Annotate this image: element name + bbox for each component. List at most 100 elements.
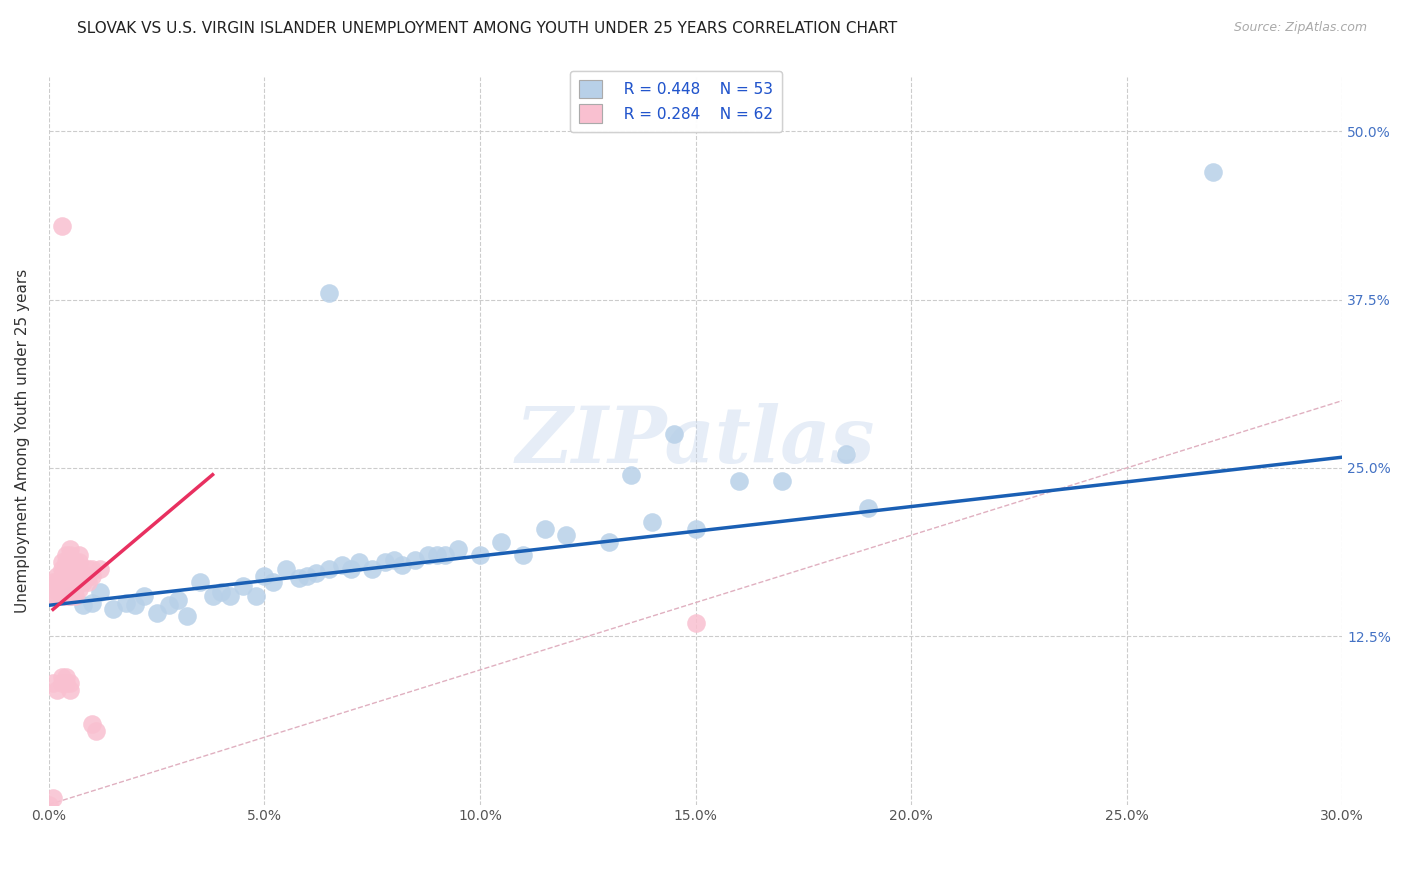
U.S. Virgin Islanders xyxy=(63,589,86,603)
U.S. Virgin Islanders xyxy=(51,555,73,569)
U.S. Virgin Islanders xyxy=(84,723,107,738)
Text: SLOVAK VS U.S. VIRGIN ISLANDER UNEMPLOYMENT AMONG YOUTH UNDER 25 YEARS CORRELATI: SLOVAK VS U.S. VIRGIN ISLANDER UNEMPLOYM… xyxy=(77,21,897,37)
Slovaks xyxy=(209,585,232,599)
U.S. Virgin Islanders xyxy=(76,568,98,582)
U.S. Virgin Islanders xyxy=(67,549,90,563)
U.S. Virgin Islanders xyxy=(55,568,77,582)
Slovaks xyxy=(262,575,284,590)
Slovaks xyxy=(727,475,749,489)
U.S. Virgin Islanders xyxy=(59,562,82,576)
U.S. Virgin Islanders xyxy=(63,582,86,596)
U.S. Virgin Islanders xyxy=(89,562,111,576)
Slovaks xyxy=(662,427,685,442)
U.S. Virgin Islanders xyxy=(76,562,98,576)
U.S. Virgin Islanders xyxy=(685,615,707,630)
U.S. Virgin Islanders xyxy=(42,575,65,590)
U.S. Virgin Islanders xyxy=(51,562,73,576)
Slovaks xyxy=(770,475,793,489)
Slovaks xyxy=(347,555,370,569)
U.S. Virgin Islanders xyxy=(51,676,73,690)
U.S. Virgin Islanders xyxy=(59,568,82,582)
U.S. Virgin Islanders xyxy=(42,676,65,690)
U.S. Virgin Islanders xyxy=(55,575,77,590)
Legend:   R = 0.448    N = 53,   R = 0.284    N = 62: R = 0.448 N = 53, R = 0.284 N = 62 xyxy=(569,70,782,132)
Slovaks xyxy=(318,562,340,576)
Slovaks xyxy=(1202,164,1225,178)
Slovaks xyxy=(641,515,664,529)
Slovaks xyxy=(176,609,198,624)
Y-axis label: Unemployment Among Youth under 25 years: Unemployment Among Youth under 25 years xyxy=(15,268,30,613)
U.S. Virgin Islanders xyxy=(51,670,73,684)
U.S. Virgin Islanders xyxy=(67,555,90,569)
U.S. Virgin Islanders xyxy=(63,562,86,576)
Text: ZIPatlas: ZIPatlas xyxy=(516,403,875,479)
Slovaks xyxy=(418,549,440,563)
Slovaks xyxy=(80,596,103,610)
U.S. Virgin Islanders xyxy=(51,219,73,233)
Slovaks xyxy=(89,585,111,599)
Slovaks xyxy=(167,593,190,607)
U.S. Virgin Islanders xyxy=(55,676,77,690)
Slovaks xyxy=(835,448,858,462)
Slovaks xyxy=(447,541,470,556)
U.S. Virgin Islanders xyxy=(55,670,77,684)
Slovaks xyxy=(159,599,181,613)
U.S. Virgin Islanders xyxy=(67,575,90,590)
Slovaks xyxy=(305,566,328,580)
U.S. Virgin Islanders xyxy=(55,549,77,563)
U.S. Virgin Islanders xyxy=(67,568,90,582)
Slovaks xyxy=(339,562,361,576)
U.S. Virgin Islanders xyxy=(80,716,103,731)
Slovaks xyxy=(201,589,224,603)
Slovaks xyxy=(512,549,534,563)
Slovaks xyxy=(318,285,340,300)
Slovaks xyxy=(59,589,82,603)
Slovaks xyxy=(685,522,707,536)
Slovaks xyxy=(555,528,578,542)
U.S. Virgin Islanders xyxy=(67,562,90,576)
Slovaks xyxy=(232,579,254,593)
Slovaks xyxy=(115,596,138,610)
Slovaks xyxy=(382,552,405,566)
Slovaks xyxy=(245,589,267,603)
Slovaks xyxy=(188,575,211,590)
U.S. Virgin Islanders xyxy=(46,589,69,603)
U.S. Virgin Islanders xyxy=(59,582,82,596)
U.S. Virgin Islanders xyxy=(46,582,69,596)
U.S. Virgin Islanders xyxy=(42,589,65,603)
U.S. Virgin Islanders xyxy=(46,575,69,590)
Slovaks xyxy=(132,589,155,603)
Slovaks xyxy=(103,602,125,616)
U.S. Virgin Islanders xyxy=(55,589,77,603)
Slovaks xyxy=(468,549,491,563)
U.S. Virgin Islanders xyxy=(42,582,65,596)
Slovaks xyxy=(361,562,384,576)
Slovaks xyxy=(253,568,276,582)
U.S. Virgin Islanders xyxy=(55,582,77,596)
Slovaks xyxy=(391,558,413,572)
U.S. Virgin Islanders xyxy=(51,568,73,582)
U.S. Virgin Islanders xyxy=(55,555,77,569)
U.S. Virgin Islanders xyxy=(46,568,69,582)
Slovaks xyxy=(288,571,311,585)
Slovaks xyxy=(374,555,396,569)
Slovaks xyxy=(274,562,297,576)
Slovaks xyxy=(598,535,620,549)
U.S. Virgin Islanders xyxy=(72,575,94,590)
U.S. Virgin Islanders xyxy=(59,676,82,690)
Text: Source: ZipAtlas.com: Source: ZipAtlas.com xyxy=(1233,21,1367,35)
U.S. Virgin Islanders xyxy=(46,683,69,698)
U.S. Virgin Islanders xyxy=(63,555,86,569)
Slovaks xyxy=(856,501,879,516)
U.S. Virgin Islanders xyxy=(42,790,65,805)
U.S. Virgin Islanders xyxy=(67,582,90,596)
U.S. Virgin Islanders xyxy=(80,562,103,576)
Slovaks xyxy=(620,467,643,482)
Slovaks xyxy=(434,549,457,563)
U.S. Virgin Islanders xyxy=(59,575,82,590)
U.S. Virgin Islanders xyxy=(72,568,94,582)
U.S. Virgin Islanders xyxy=(59,683,82,698)
Slovaks xyxy=(330,558,353,572)
U.S. Virgin Islanders xyxy=(59,541,82,556)
Slovaks xyxy=(426,549,449,563)
